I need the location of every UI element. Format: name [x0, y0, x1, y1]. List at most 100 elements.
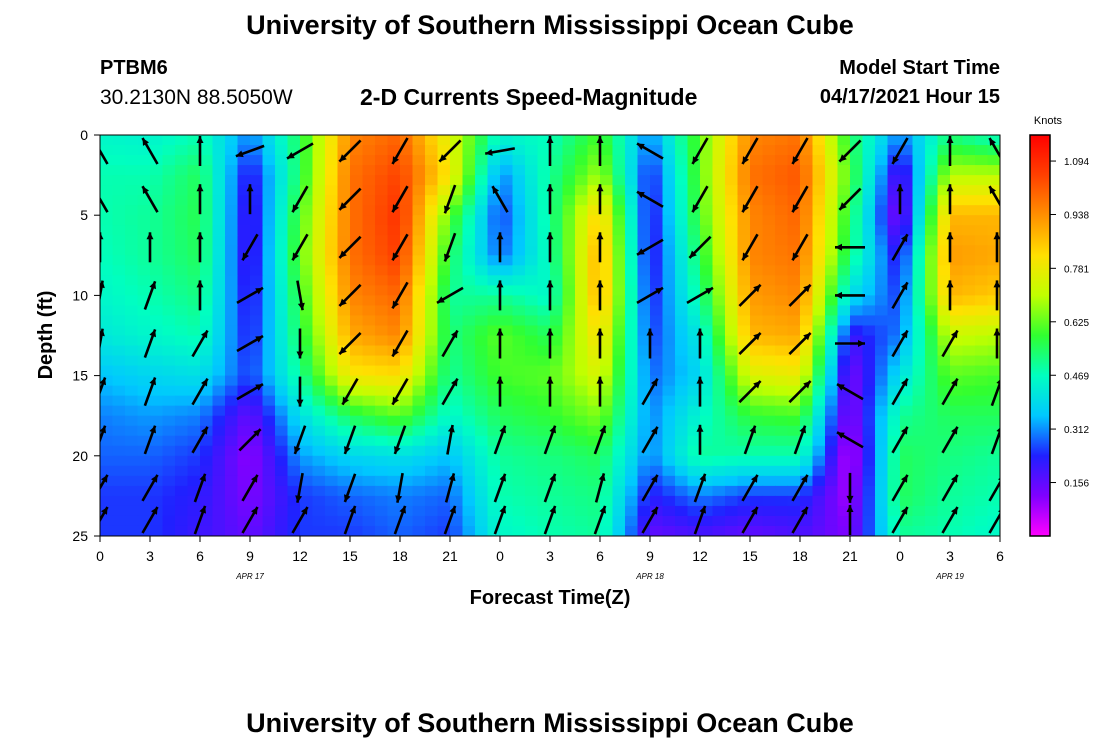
- colorbar-ramp: [1029, 134, 1051, 537]
- heatmap-cell: [212, 295, 226, 307]
- heatmap-cell: [662, 405, 676, 417]
- heatmap-cell: [900, 345, 914, 357]
- heatmap-cell: [350, 305, 364, 317]
- heatmap-cell: [875, 315, 889, 327]
- heatmap-cell: [225, 515, 239, 527]
- heatmap-cell: [162, 485, 176, 497]
- heatmap-cell: [887, 375, 901, 387]
- heatmap-cell: [725, 165, 739, 176]
- heatmap-cell: [925, 325, 939, 337]
- heatmap-cell: [750, 175, 764, 186]
- heatmap-cell: [525, 185, 539, 196]
- heatmap-cell: [887, 215, 901, 226]
- heatmap-cell: [975, 205, 989, 216]
- current-arrow: [441, 329, 459, 358]
- heatmap-cell: [225, 165, 239, 176]
- heatmap-cell: [237, 305, 251, 317]
- heatmap-cell: [837, 385, 851, 397]
- x-axis-label: Forecast Time(Z): [470, 587, 631, 609]
- current-arrow: [596, 376, 604, 407]
- heatmap-cell: [987, 165, 1000, 176]
- heatmap-cell: [462, 395, 476, 407]
- heatmap-cell: [550, 225, 564, 236]
- heatmap-cell: [875, 415, 889, 427]
- heatmap-cell: [925, 295, 939, 307]
- heatmap-cell: [162, 345, 176, 357]
- heatmap-cell: [125, 165, 139, 176]
- heatmap-cell: [150, 365, 164, 377]
- heatmap-cell: [412, 245, 426, 256]
- heatmap-cell: [862, 455, 876, 467]
- heatmap-cell: [900, 145, 914, 156]
- heatmap-cell: [350, 465, 364, 477]
- heatmap-cell: [200, 225, 214, 236]
- heatmap-cell: [350, 315, 364, 327]
- heatmap-cell: [537, 185, 551, 196]
- heatmap-cell: [337, 325, 351, 337]
- heatmap-cell: [712, 445, 726, 457]
- heatmap-cell: [100, 195, 114, 206]
- heatmap-cell: [325, 525, 339, 536]
- heatmap-cell: [725, 465, 739, 477]
- heatmap-cell: [362, 335, 376, 347]
- heatmap-cell: [600, 145, 614, 156]
- heatmap-cell: [350, 225, 364, 236]
- heatmap-cell: [225, 315, 239, 327]
- heatmap-cell: [587, 285, 601, 297]
- heatmap-cell: [275, 335, 289, 347]
- heatmap-cell: [537, 285, 551, 297]
- heatmap-cell: [875, 155, 889, 166]
- heatmap-cell: [275, 135, 289, 146]
- heatmap-cell: [225, 435, 239, 447]
- heatmap-cell: [450, 155, 464, 166]
- heatmap-cell: [937, 475, 951, 487]
- heatmap-cell: [237, 415, 251, 427]
- heatmap-cell: [512, 205, 526, 216]
- current-arrow: [596, 232, 604, 263]
- heatmap-cell: [712, 525, 726, 536]
- heatmap-cell: [825, 395, 839, 407]
- heatmap-cell: [362, 135, 376, 146]
- heatmap-cell: [200, 365, 214, 377]
- heatmap-cell: [850, 355, 864, 367]
- heatmap-cell: [525, 325, 539, 337]
- heatmap-cell: [862, 425, 876, 437]
- heatmap-cell: [912, 225, 926, 236]
- heatmap-cell: [175, 325, 189, 337]
- heatmap-cell: [462, 245, 476, 256]
- heatmap-cell: [912, 435, 926, 447]
- heatmap-cell: [812, 325, 826, 337]
- heatmap-cell: [850, 515, 864, 527]
- heatmap-cell: [487, 155, 501, 166]
- heatmap-cell: [987, 215, 1000, 226]
- heatmap-cell: [525, 435, 539, 447]
- heatmap-cell: [225, 265, 239, 276]
- heatmap-cell: [400, 315, 414, 327]
- heatmap-cell: [600, 405, 614, 417]
- heatmap-cell: [250, 435, 264, 447]
- heatmap-cell: [600, 165, 614, 176]
- heatmap-cell: [100, 385, 114, 397]
- heatmap-cell: [350, 205, 364, 216]
- heatmap-cell: [875, 205, 889, 216]
- heatmap-cell: [762, 265, 776, 276]
- heatmap-cell: [937, 455, 951, 467]
- heatmap-cell: [800, 455, 814, 467]
- current-arrow: [891, 506, 909, 534]
- heatmap-cell: [875, 495, 889, 507]
- current-arrow: [235, 144, 265, 158]
- heatmap-cell: [525, 305, 539, 317]
- heatmap-cell: [912, 145, 926, 156]
- heatmap-cell: [812, 165, 826, 176]
- heatmap-cell: [637, 495, 651, 507]
- current-arrow: [391, 329, 409, 358]
- heatmap-cell: [975, 365, 989, 377]
- heatmap-cell: [925, 405, 939, 417]
- date-label: APR 18: [635, 572, 664, 581]
- heatmap-cell: [337, 405, 351, 417]
- heatmap-cell: [625, 215, 639, 226]
- heatmap-cell: [900, 295, 914, 307]
- colorbar-tick-label: 0.781: [1064, 264, 1089, 275]
- heatmap-cell: [412, 275, 426, 286]
- heatmap-cell: [262, 295, 276, 307]
